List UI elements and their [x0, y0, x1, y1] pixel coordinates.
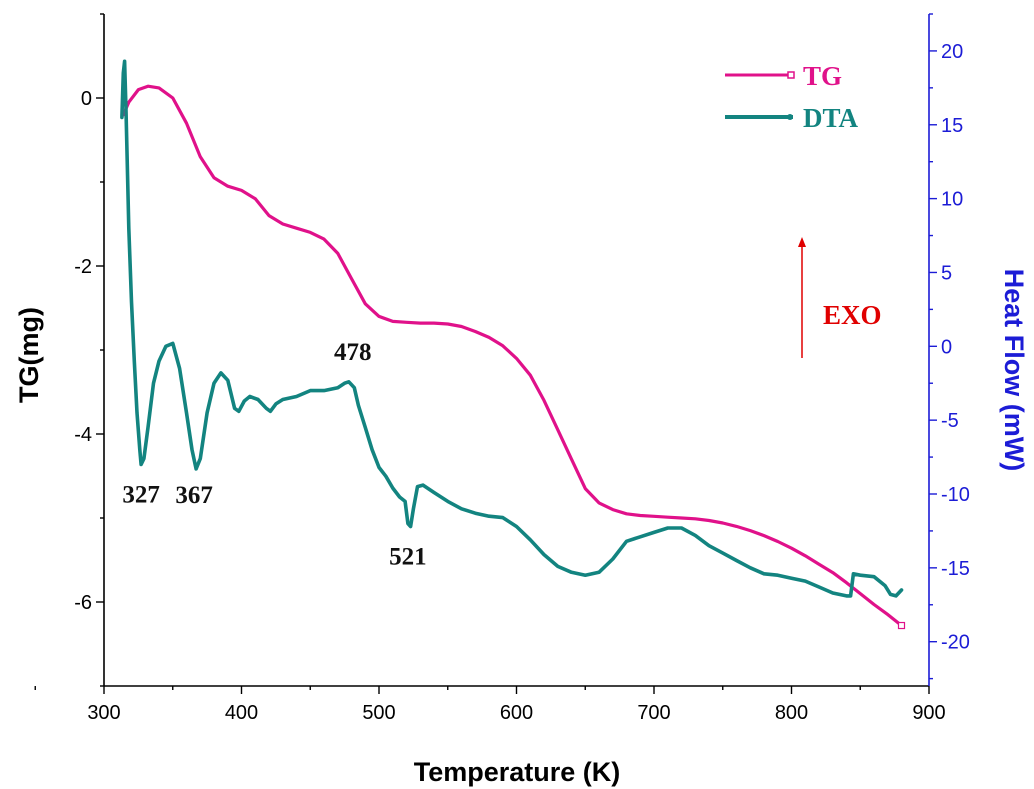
legend: TG DTA — [725, 61, 859, 133]
peak-label-521: 521 — [389, 543, 427, 570]
exo-indicator: EXO — [798, 237, 882, 358]
legend-dta-label: DTA — [803, 103, 859, 133]
x-tick-label: 900 — [912, 702, 945, 724]
legend-tg-marker — [787, 71, 795, 79]
series-dta-line — [120, 59, 904, 598]
series-tg-end-marker — [897, 621, 906, 630]
exo-arrow-head — [798, 237, 806, 247]
y-tick-label-right: -10 — [941, 484, 970, 506]
x-tick-label: 300 — [87, 702, 120, 724]
y-tick-label-left: 0 — [81, 88, 92, 110]
y-tick-label-right: 5 — [941, 262, 952, 284]
y-tick-label-left: -6 — [74, 592, 92, 614]
axes-layer: 300 400 500 600 700 800 900 0 -2 -4 -6 20 15 10 5 0 -5 -1… — [34, 13, 970, 724]
y-tick-label-right: 0 — [941, 336, 952, 358]
peak-label-327: 327 — [122, 481, 160, 508]
x-tick-label: 800 — [775, 702, 808, 724]
y-tick-label-right: 20 — [941, 41, 963, 63]
series-tg-line — [121, 84, 904, 628]
legend-dta-marker — [787, 114, 793, 120]
y-tick-label-right: -15 — [941, 558, 970, 580]
legend-tg-label: TG — [803, 61, 842, 91]
x-tick-label: 700 — [637, 702, 670, 724]
annotation-layer: 327 367 478 521 — [122, 339, 426, 571]
y-axis-label-right: Heat Flow (mW) — [999, 269, 1029, 472]
x-tick-label: 500 — [362, 702, 395, 724]
x-tick-label: 600 — [500, 702, 533, 724]
y-tick-label-left: -2 — [74, 256, 92, 278]
y-axis-label-left: TG(mg) — [14, 307, 44, 403]
exo-label: EXO — [823, 300, 882, 330]
y-tick-label-left: -4 — [74, 424, 92, 446]
y-tick-label-right: -5 — [941, 410, 959, 432]
x-axis-label: Temperature (K) — [414, 757, 621, 787]
peak-label-367: 367 — [175, 482, 213, 509]
y-tick-label-right: 10 — [941, 189, 963, 211]
series-layer — [120, 59, 906, 630]
y-tick-label-right: 15 — [941, 115, 963, 137]
peak-label-478: 478 — [334, 339, 372, 366]
x-tick-label: 400 — [225, 702, 258, 724]
y-tick-label-right: -20 — [941, 632, 970, 654]
